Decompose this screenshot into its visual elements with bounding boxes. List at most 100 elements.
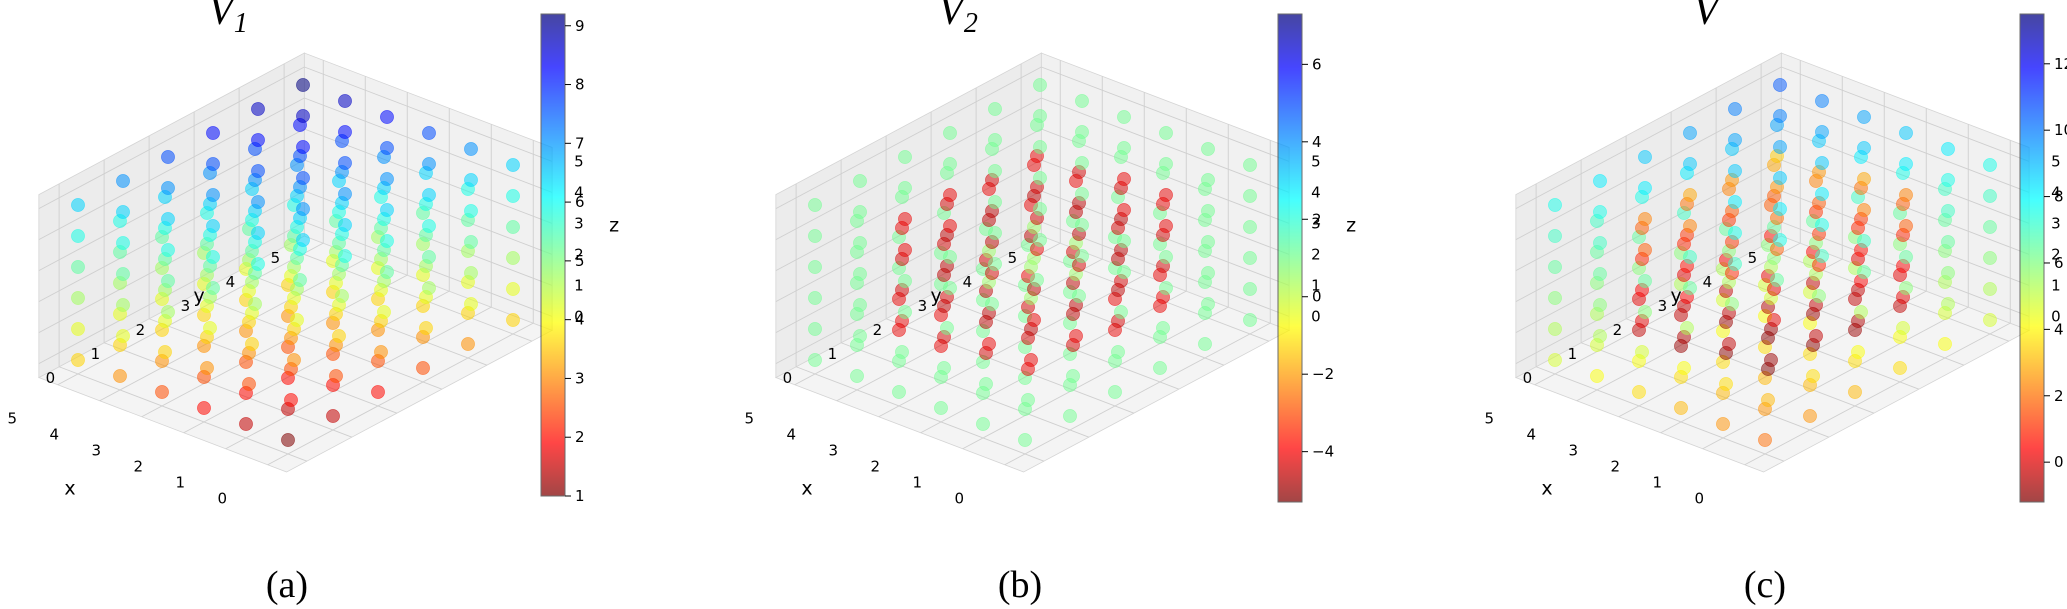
grid-line (1781, 97, 2030, 193)
data-point (1111, 345, 1125, 359)
data-point (422, 126, 436, 140)
data-point (982, 337, 996, 351)
grid-line (1534, 242, 1801, 386)
y-tick-label: 2 (1613, 321, 1623, 339)
data-point (464, 297, 478, 311)
y-axis-label: y (1670, 285, 1681, 307)
data-point (853, 298, 867, 312)
grid-line (58, 366, 308, 462)
colorbar-tick-label: 12 (2054, 55, 2067, 73)
data-point (808, 291, 822, 305)
data-point (1243, 189, 1257, 203)
data-point (464, 235, 478, 249)
data-point (1030, 273, 1044, 287)
data-point (1857, 265, 1871, 279)
data-point (1117, 203, 1131, 217)
data-point (1243, 282, 1257, 296)
data-point (338, 156, 352, 170)
x-tick-label: 3 (1568, 442, 1578, 460)
data-point (251, 164, 265, 178)
z-tick-label: 0 (574, 307, 584, 325)
data-point (1108, 385, 1122, 399)
data-point (158, 345, 172, 359)
data-point (1725, 297, 1739, 311)
data-point (161, 274, 175, 288)
data-point (71, 260, 85, 274)
data-point (1941, 235, 1955, 249)
grid-line (1576, 258, 1843, 402)
data-point (1075, 218, 1089, 232)
y-tick-label: 0 (46, 369, 56, 387)
data-point (1590, 369, 1604, 383)
data-point (380, 110, 394, 124)
data-point (416, 361, 430, 375)
data-point (940, 321, 954, 335)
data-point (1896, 321, 1910, 335)
grid-line (1515, 97, 1782, 240)
z-tick-label: 5 (1311, 152, 1321, 170)
data-point (1033, 233, 1047, 247)
grid-line (878, 274, 1145, 418)
data-point (1815, 218, 1829, 232)
data-point (296, 78, 310, 92)
z-axis-label: z (1346, 214, 1356, 236)
colorbar-tick-label: 2 (2054, 387, 2064, 405)
grid-line (1020, 246, 1270, 342)
data-point (332, 329, 346, 343)
grid-line (225, 306, 492, 450)
y-tick-label: 0 (1523, 369, 1533, 387)
x-tick-label: 5 (744, 410, 754, 428)
data-point (1159, 219, 1173, 233)
z-tick-label: 3 (2051, 214, 2061, 232)
data-point (206, 281, 220, 295)
y-tick-label: 3 (181, 297, 191, 315)
data-point (251, 257, 265, 271)
data-point (1728, 226, 1742, 240)
y-axis-label: y (930, 285, 941, 307)
data-point (1201, 142, 1215, 156)
z-tick-label: 1 (1311, 276, 1321, 294)
data-point (1773, 202, 1787, 216)
grid-line (1515, 66, 1782, 209)
x-tick-label: 4 (786, 426, 796, 444)
data-point (335, 289, 349, 303)
x-axis-label: x (801, 477, 812, 499)
data-point (419, 321, 433, 335)
data-point (1159, 157, 1173, 171)
data-point (1770, 273, 1784, 287)
panel-a-colorbar (540, 13, 566, 497)
data-point (1201, 173, 1215, 187)
colorbar-tick-label: 8 (2054, 188, 2064, 206)
data-point (1117, 172, 1131, 186)
x-tick-label: 0 (217, 490, 227, 508)
data-point (1722, 337, 1736, 351)
y-tick-label: 3 (918, 297, 928, 315)
data-point (1899, 188, 1913, 202)
data-point (1638, 181, 1652, 195)
y-tick-label: 5 (271, 249, 281, 267)
data-point (1593, 205, 1607, 219)
data-point (1593, 298, 1607, 312)
data-point (71, 198, 85, 212)
data-point (1893, 361, 1907, 375)
z-tick-label: 1 (574, 276, 584, 294)
data-point (1983, 189, 1997, 203)
grid-line (103, 342, 353, 438)
colorbar-tick-label: 9 (575, 17, 585, 35)
data-point (1683, 219, 1697, 233)
z-tick-label: 2 (2051, 245, 2061, 263)
data-point (296, 140, 310, 154)
colorbar-tick-label: 5 (575, 252, 585, 270)
y-tick-label: 1 (91, 345, 101, 363)
data-point (898, 243, 912, 257)
z-axis-label: z (609, 214, 619, 236)
data-point (1983, 313, 1997, 327)
colorbar-tick-label: 10 (2054, 121, 2067, 139)
data-point (71, 291, 85, 305)
data-point (1773, 233, 1787, 247)
data-point (1683, 126, 1697, 140)
data-point (380, 203, 394, 217)
data-point (239, 417, 253, 431)
